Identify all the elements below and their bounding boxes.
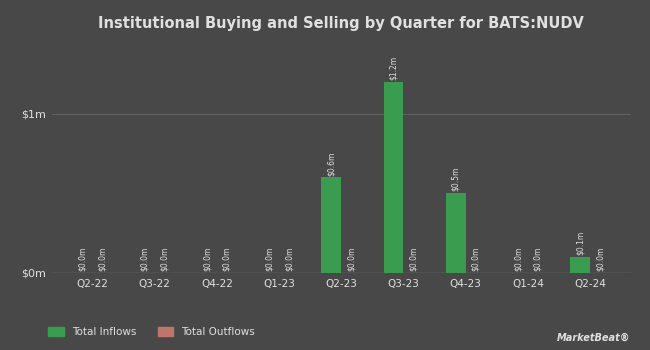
Text: $0.0m: $0.0m <box>346 247 356 271</box>
Text: $0.0m: $0.0m <box>202 247 211 271</box>
Text: $0.6m: $0.6m <box>327 151 336 175</box>
Text: MarketBeat®: MarketBeat® <box>557 333 630 343</box>
Text: $0.1m: $0.1m <box>576 231 584 255</box>
Text: $0.0m: $0.0m <box>514 247 523 271</box>
Text: $0.0m: $0.0m <box>533 247 542 271</box>
Text: $0.0m: $0.0m <box>409 247 418 271</box>
Bar <box>570 257 590 273</box>
Bar <box>384 82 404 273</box>
Legend: Total Inflows, Total Outflows: Total Inflows, Total Outflows <box>44 323 259 341</box>
Title: Institutional Buying and Selling by Quarter for BATS:NUDV: Institutional Buying and Selling by Quar… <box>98 16 584 31</box>
Text: $1.2m: $1.2m <box>389 56 398 80</box>
Text: $0.0m: $0.0m <box>471 247 480 271</box>
Text: $0.0m: $0.0m <box>265 247 274 271</box>
Bar <box>446 193 465 273</box>
Text: $0.0m: $0.0m <box>595 247 604 271</box>
Text: $0.5m: $0.5m <box>451 167 460 191</box>
Text: $0.0m: $0.0m <box>78 247 87 271</box>
Text: $0.0m: $0.0m <box>140 247 150 271</box>
Text: $0.0m: $0.0m <box>160 247 169 271</box>
Text: $0.0m: $0.0m <box>222 247 231 271</box>
Bar <box>321 177 341 273</box>
Text: $0.0m: $0.0m <box>285 247 294 271</box>
Text: $0.0m: $0.0m <box>98 247 107 271</box>
